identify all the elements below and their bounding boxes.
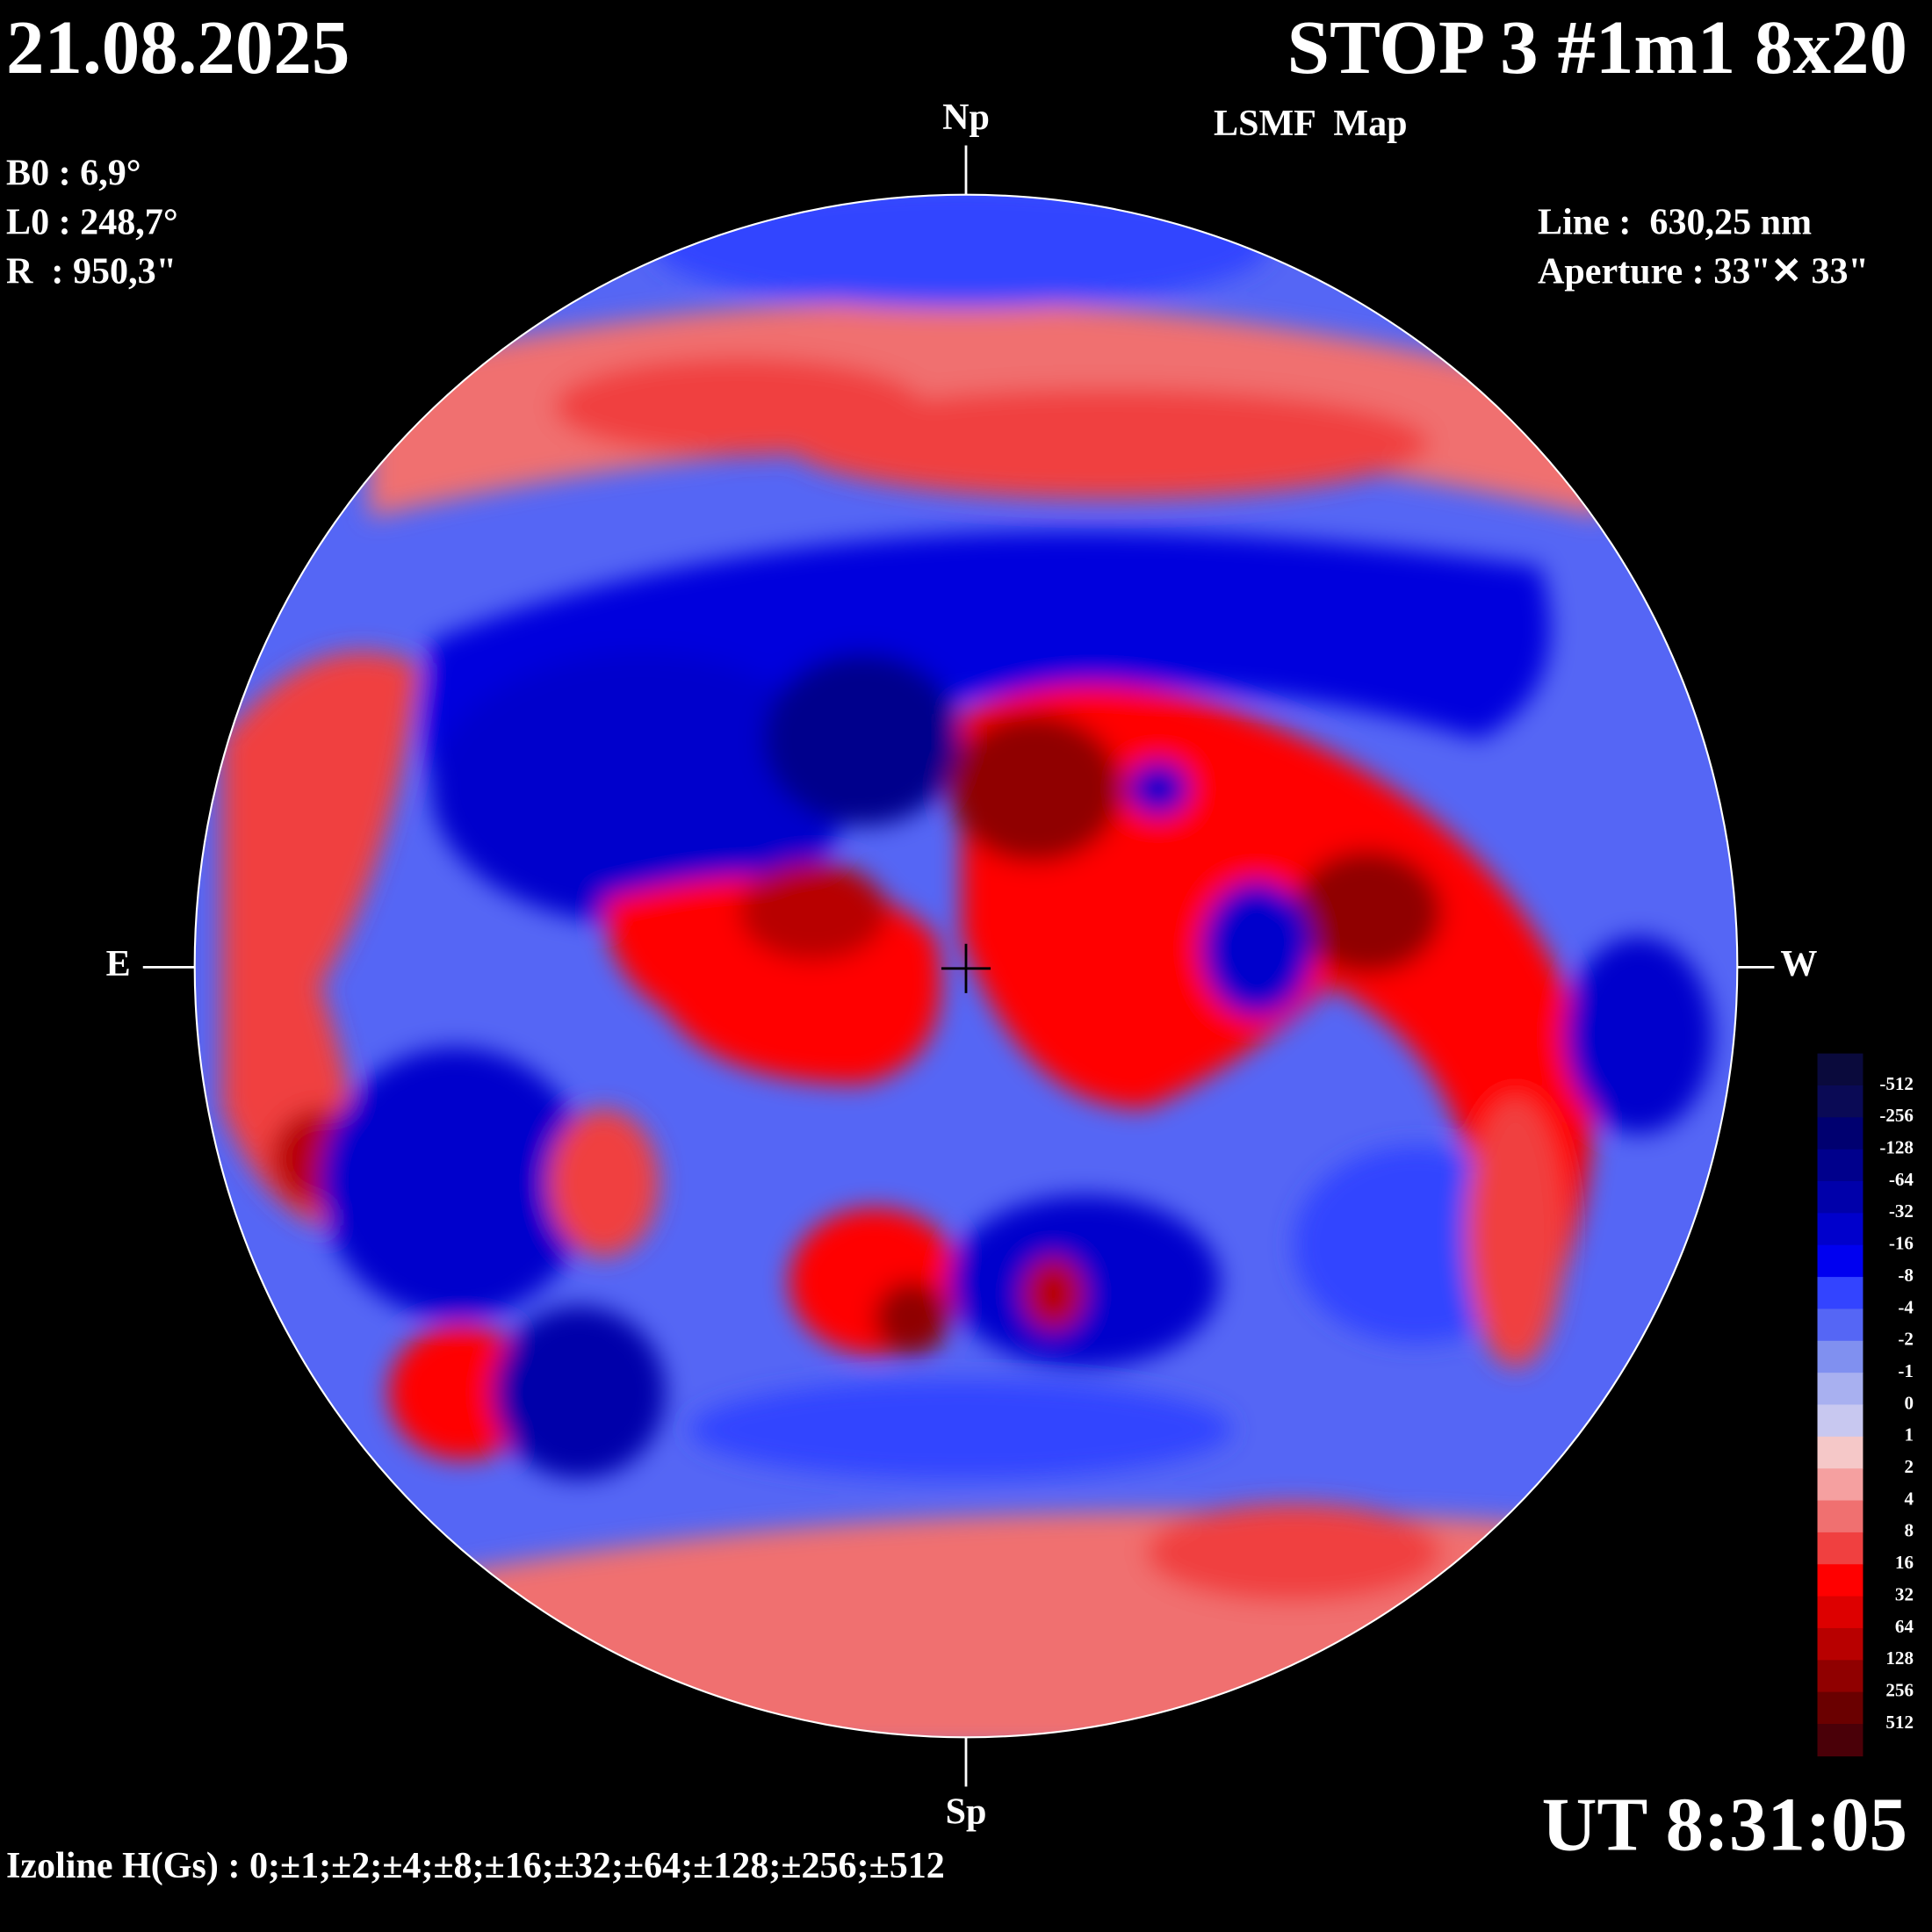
colorbar-label: 2 xyxy=(1904,1456,1914,1477)
colorbar: -512 -256 -128 -64 -32 -16 -8 -4 -2 -1 0 1 2 4 8 16 32 64… xyxy=(1817,1053,1914,1757)
colorbar-swatch xyxy=(1817,1277,1864,1310)
colorbar-label: 1 xyxy=(1904,1424,1914,1445)
colorbar-swatch xyxy=(1817,1308,1864,1342)
colorbar-swatch xyxy=(1817,1724,1864,1757)
colorbar-label: 512 xyxy=(1885,1712,1914,1733)
colorbar-label: 32 xyxy=(1895,1583,1914,1604)
colorbar-swatch xyxy=(1817,1244,1864,1278)
colorbar-label: 16 xyxy=(1895,1552,1914,1573)
center-cross xyxy=(941,943,991,993)
colorbar-label: -256 xyxy=(1879,1105,1914,1126)
footer: Izoline H(Gs) : 0;±1;±2;±4;±8;±16;±32;±6… xyxy=(6,1845,945,1886)
subtitle: LSMF Map xyxy=(1214,103,1408,144)
colorbar-label: 64 xyxy=(1895,1616,1914,1637)
colorbar-swatch xyxy=(1817,1660,1864,1693)
colorbar-swatch xyxy=(1817,1468,1864,1502)
colorbar-swatch xyxy=(1817,1500,1864,1533)
direction: E xyxy=(106,943,131,984)
colorbar-label: -64 xyxy=(1889,1169,1914,1190)
colorbar-label: 8 xyxy=(1904,1520,1914,1541)
colorbar-label: -8 xyxy=(1898,1265,1914,1286)
param: L0 : 248,7° xyxy=(6,201,178,242)
colorbar-label: -4 xyxy=(1898,1296,1914,1317)
colorbar-swatch xyxy=(1817,1596,1864,1629)
colorbar-swatch xyxy=(1817,1627,1864,1662)
colorbar-label: 256 xyxy=(1885,1679,1914,1700)
colorbar-swatch xyxy=(1817,1085,1864,1119)
time: UT 8:31:05 xyxy=(1542,1781,1907,1866)
colorbar-label: 128 xyxy=(1885,1647,1914,1669)
colorbar-swatch xyxy=(1817,1181,1864,1215)
colorbar-label: -1 xyxy=(1898,1360,1914,1381)
colorbar-swatch xyxy=(1817,1564,1864,1597)
title: STOP 3 #1m1 8x20 xyxy=(1287,4,1907,90)
colorbar-swatch xyxy=(1817,1436,1864,1469)
direction: W xyxy=(1780,943,1817,984)
colorbar-label: -128 xyxy=(1879,1137,1914,1158)
colorbar-label: -16 xyxy=(1889,1233,1914,1254)
colorbar-label: -2 xyxy=(1898,1329,1914,1350)
param: B0 : 6,9° xyxy=(6,152,141,193)
colorbar-label: 4 xyxy=(1904,1488,1914,1509)
colorbar-swatch xyxy=(1817,1404,1864,1438)
colorbar-swatch xyxy=(1817,1340,1864,1373)
instrument: Aperture : 33"✕ 33" xyxy=(1538,251,1869,292)
direction: Np xyxy=(942,97,990,138)
direction: Sp xyxy=(946,1791,987,1832)
instrument: Line : 630,25 nm xyxy=(1538,201,1812,242)
colorbar-swatch xyxy=(1817,1691,1864,1725)
colorbar-swatch xyxy=(1817,1373,1864,1406)
param: R : 950,3" xyxy=(6,251,177,292)
colorbar-swatch xyxy=(1817,1149,1864,1182)
colorbar-label: -32 xyxy=(1889,1200,1914,1222)
colorbar-swatch xyxy=(1817,1213,1864,1246)
axis-marks xyxy=(142,145,1775,1787)
colorbar-label: 0 xyxy=(1904,1392,1914,1413)
colorbar-swatch xyxy=(1817,1117,1864,1150)
colorbar-swatch xyxy=(1817,1053,1864,1086)
date: 21.08.2025 xyxy=(6,4,350,90)
colorbar-label: -512 xyxy=(1879,1073,1914,1094)
colorbar-swatch xyxy=(1817,1532,1864,1565)
